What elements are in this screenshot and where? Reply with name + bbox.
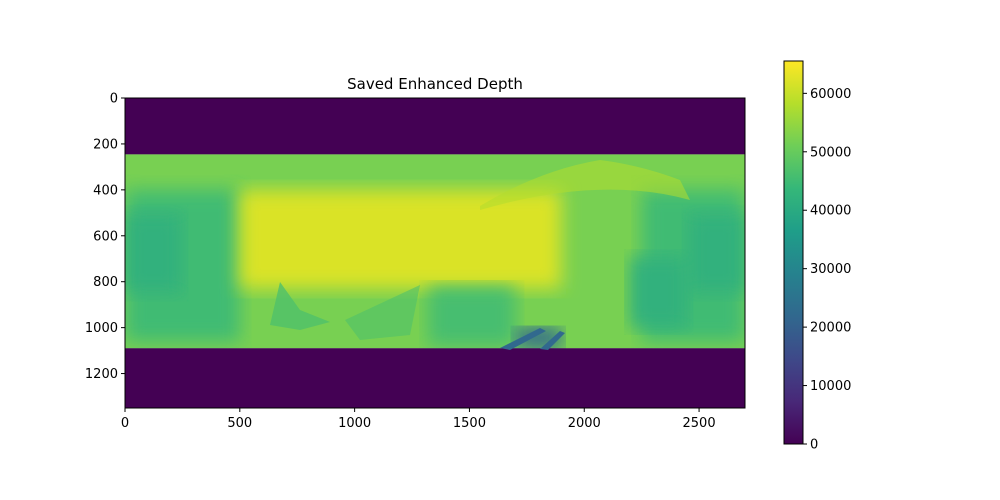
x-tick-label: 1000 (338, 416, 371, 431)
colorbar-tick-label: 60000 (810, 87, 851, 102)
colorbar (783, 60, 804, 445)
scene-dark-strip-1 (500, 328, 546, 350)
y-axis: 0 200 400 600 800 1000 1200 (85, 92, 125, 382)
y-tick-label: 800 (93, 275, 118, 290)
colorbar-tick-label: 10000 (810, 379, 851, 394)
image-region-7 (239, 189, 562, 289)
scene-object-left (270, 282, 330, 330)
scene-object-mid (345, 285, 420, 340)
image-region-8 (428, 286, 516, 346)
empty-band-1 (125, 348, 745, 408)
image-region-4 (125, 212, 183, 294)
x-tick-label: 1500 (453, 416, 486, 431)
y-tick-label: 600 (93, 229, 118, 244)
y-tick-label: 0 (110, 92, 118, 107)
x-tick-label: 0 (121, 416, 129, 431)
y-tick-label: 400 (93, 183, 118, 198)
colorbar-tick-label: 20000 (810, 321, 851, 336)
chart-title: Saved Enhanced Depth (347, 75, 523, 93)
x-tick-label: 2000 (568, 416, 601, 431)
colorbar-tick-label: 30000 (810, 262, 851, 277)
y-tick-label: 200 (93, 137, 118, 152)
y-tick-label: 1200 (85, 367, 118, 382)
y-tick-label: 1000 (85, 321, 118, 336)
image-region-9 (630, 256, 688, 328)
scene-arch (480, 160, 690, 210)
colorbar-tick-label: 40000 (810, 204, 851, 219)
x-tick-label: 500 (227, 416, 252, 431)
scene-dark-strip-2 (540, 331, 565, 350)
image-region-6 (687, 212, 745, 294)
plot-frame (124, 97, 746, 409)
colorbar-axis: 0 10000 20000 30000 40000 50000 60000 (803, 87, 851, 453)
empty-band-0 (125, 98, 745, 155)
x-axis: 0 500 1000 1500 2000 2500 (121, 408, 716, 431)
colorbar-tick-label: 50000 (810, 145, 851, 160)
x-tick-label: 2500 (683, 416, 716, 431)
depth-image-detail (125, 98, 745, 408)
colorbar-tick-label: 0 (810, 438, 818, 453)
